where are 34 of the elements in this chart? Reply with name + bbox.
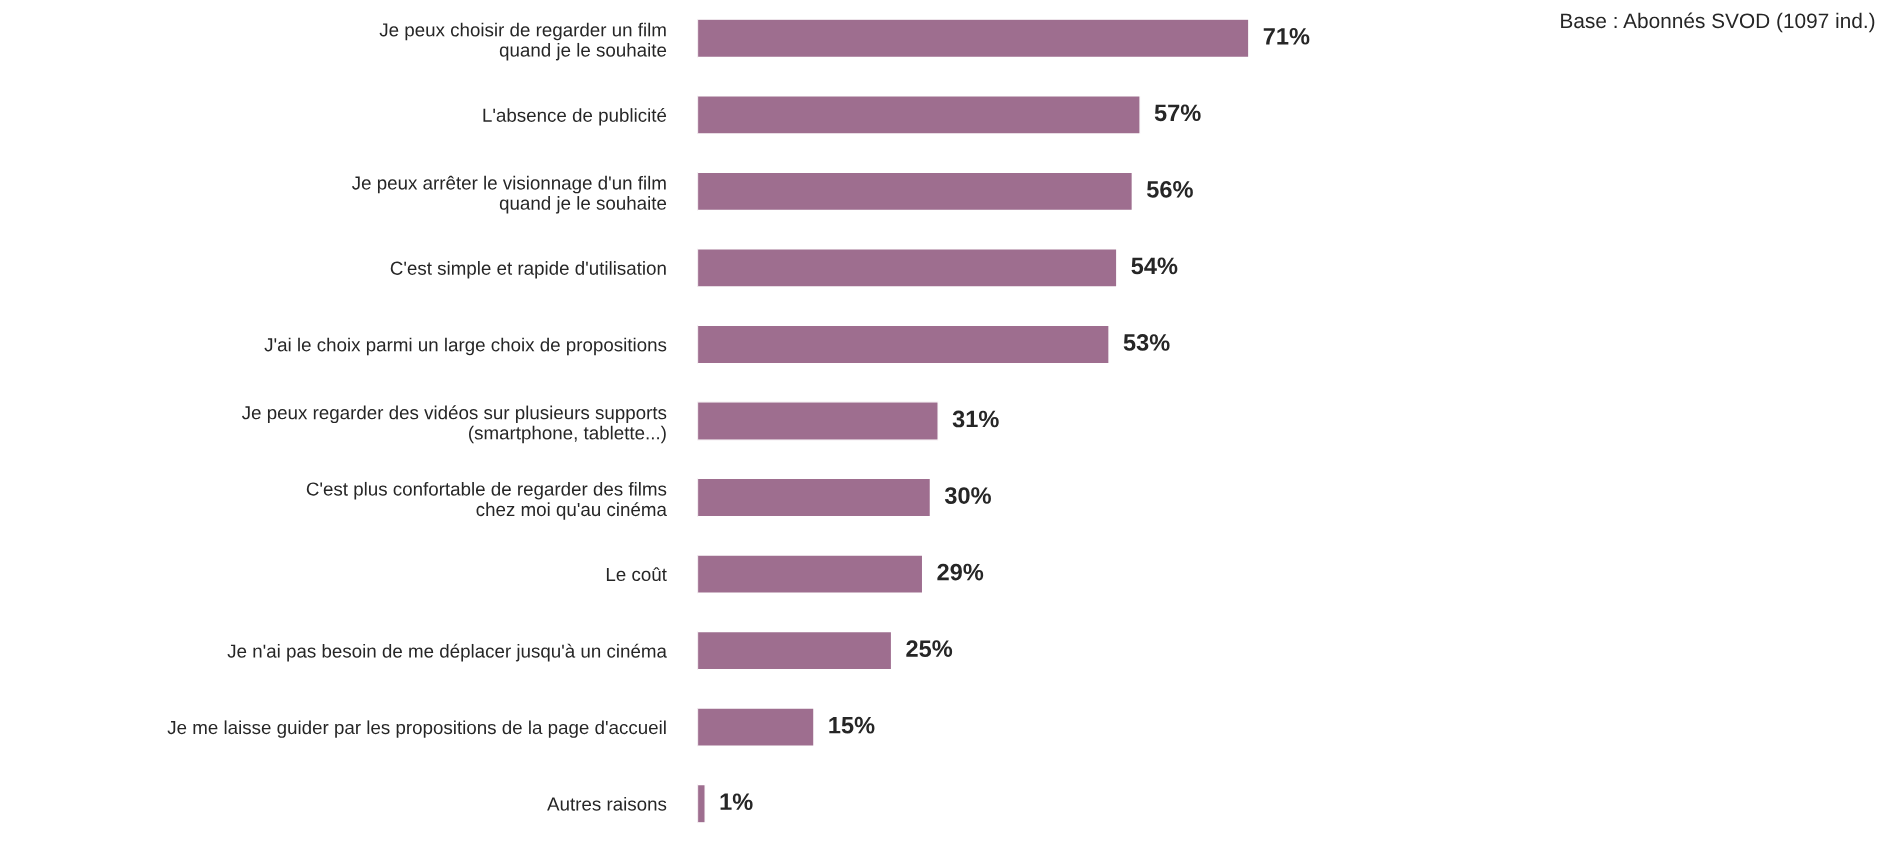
bar [697,477,932,518]
data-label: 15% [829,716,875,734]
text: Base : Abonnés SVOD (1097 ind.) [1561,12,1875,33]
bar [697,248,1118,288]
bar [697,554,924,594]
bar [697,783,706,824]
y-tick-label: Le coût [606,567,667,582]
y-tick-label: Je n'ai pas besoin de me déplacer jusqu'à un cinéma [227,643,667,662]
data-label: 31% [952,410,999,428]
data-label: 29% [937,563,984,581]
data-label: 71% [1263,27,1310,45]
data-label: 56% [1146,180,1193,198]
data-label: 25% [906,640,953,657]
data-label: 57% [1154,104,1201,122]
y-tick-label: Je peux choisir de regarder un film quand je le souhaite [379,22,667,61]
y-tick-label: Autres raisons [547,796,667,811]
bar [697,324,1110,365]
data-label: 30% [944,487,991,504]
y-tick-label: L'absence de publicité [483,107,667,126]
y-tick-label: Je peux arrêter le visionnage d'un film quand je le souhaite [352,175,667,214]
bar [697,630,893,671]
y-tick-label: C'est plus confortable de regarder des films chez moi qu'au cinéma [306,481,667,520]
bar [697,94,1141,135]
bar [697,707,815,748]
y-tick-label: Je peux regarder des vidéos sur plusieurs supports (smartphone, tablette...) [241,405,667,444]
bar [697,18,1250,59]
bar [697,171,1134,212]
y-tick-label: J'ai le choix parmi un large choix de propositions [264,337,667,356]
y-tick-label: Je me laisse guider par les propositions de la page d'accueil [167,720,666,738]
bar [697,401,939,441]
data-label: 1% [720,793,753,811]
data-label: 53% [1123,334,1170,351]
data-label: 54% [1131,257,1178,275]
y-tick-label: C'est simple et rapide d'utilisation [390,261,666,279]
